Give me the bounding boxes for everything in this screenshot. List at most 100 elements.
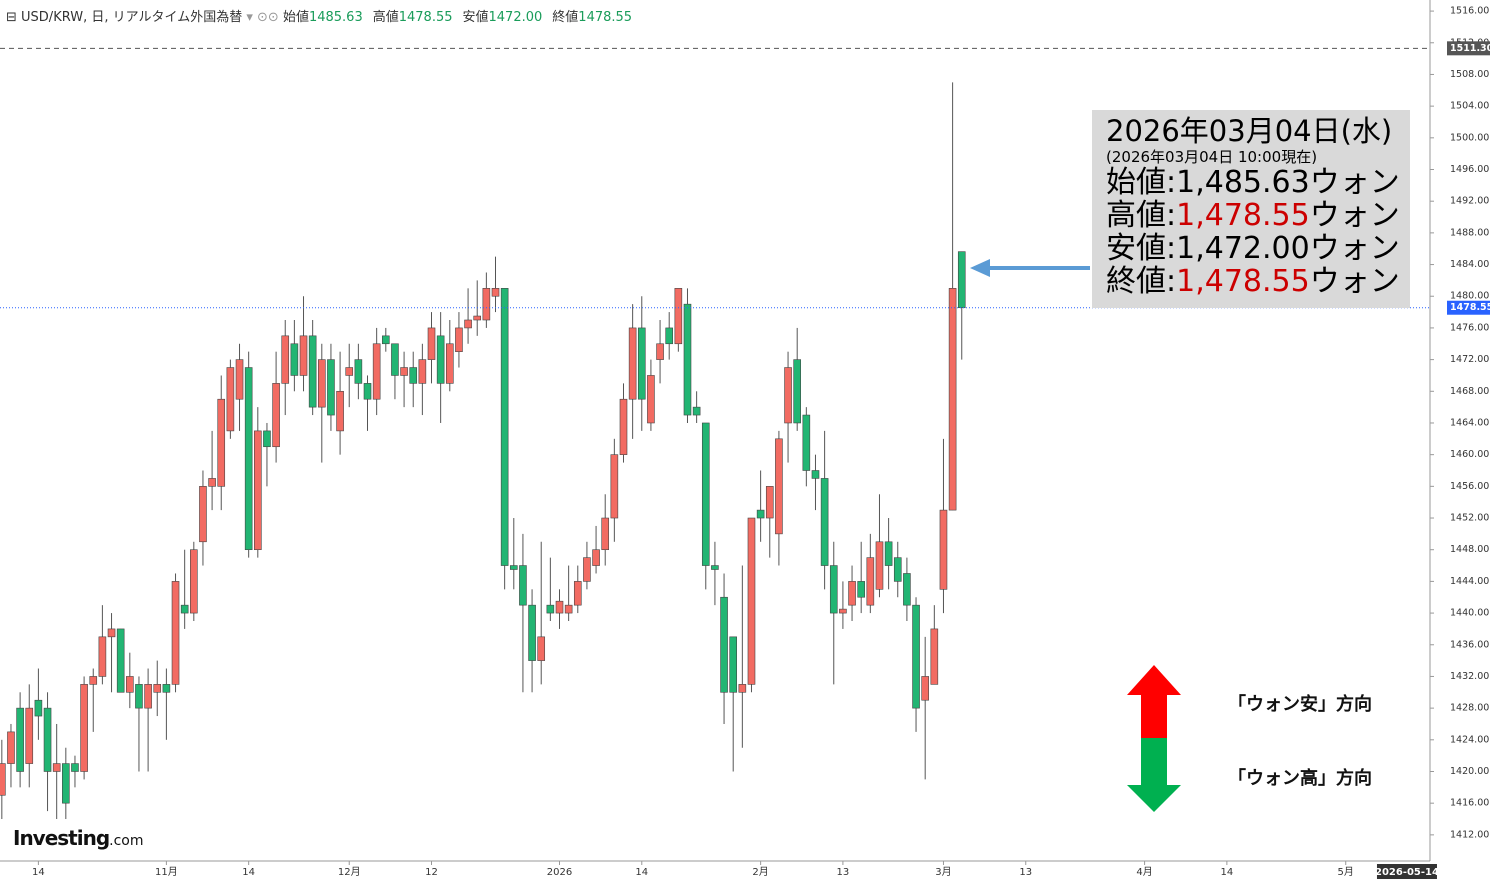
symbol-title: USD/KRW, 日, リアルタイム外国為替 [21,10,243,25]
price-label: 1478.55 [1450,302,1490,313]
candle-body [153,684,162,693]
candle-body [336,390,344,432]
candle-body [829,565,838,614]
candle-body [0,763,6,796]
candle-body [308,335,317,408]
candle-body [482,288,491,321]
candle-body [729,636,737,693]
candle-body [80,684,88,772]
candle-body [921,676,929,701]
header: ⊟ USD/KRW, 日, リアルタイム外国為替 ▾ ⊙⊙ 始値1485.63 高… [6,6,642,25]
x-cursor-label: 2026-05-14 [1375,867,1439,878]
x-tick-label: 13 [837,867,850,878]
candle-body [912,604,920,709]
x-tick-label: 2026 [547,867,572,878]
candle-body [866,557,875,606]
y-tick-label: 1488.00 [1450,227,1489,238]
header-label: 始値 [282,10,309,25]
y-tick-label: 1452.00 [1450,513,1489,524]
candle-body [7,731,15,764]
candle-body [327,359,335,416]
info-line: 始値:1,485.63ウォン [1106,166,1410,199]
price-label-box [1447,300,1490,315]
info-separator: : [1166,198,1177,233]
candle-body [784,367,792,424]
y-tick-label: 1472.00 [1450,354,1489,365]
candle-body [893,557,902,582]
logo-suffix: .com [109,833,144,849]
candle-body [875,541,884,590]
candle-body [180,604,189,614]
candle-body [126,676,134,693]
legend-down: 「ウォン高」方向 [1228,768,1372,789]
candle-body [564,604,573,614]
info-asof: (2026年03月04日 10:00現在) [1106,148,1318,166]
y-tick-label: 1508.00 [1450,69,1489,80]
candle-body [674,288,683,345]
info-unit: ウォン [1309,231,1400,266]
candle-body [455,327,463,352]
info-value: 1,485.63 [1176,165,1310,200]
candle-body [290,343,299,376]
candle-body [592,549,600,566]
candle-body [34,699,43,717]
candle-body [381,335,390,345]
info-unit: ウォン [1309,198,1400,233]
candle-body [235,359,244,400]
candle-body [665,327,674,345]
candle-body [98,636,107,677]
x-tick-label: 14 [32,867,45,878]
y-tick-label: 1480.00 [1450,291,1489,302]
x-cursor-box [1376,864,1437,879]
candle-body [199,486,207,543]
candle-body [491,288,500,297]
candle-body [628,327,637,400]
x-tick-label: 14 [242,867,255,878]
candle-body [464,319,472,329]
candle-body [409,367,418,384]
x-tick-label: 14 [635,867,648,878]
pointer-arrow-head [970,259,990,277]
candle-body [692,406,701,416]
candle-body [656,343,664,360]
y-tick-label: 1456.00 [1450,481,1489,492]
candle-body [793,359,801,424]
y-tick-label: 1448.00 [1450,544,1489,555]
candle-body [555,600,564,614]
x-tick-label: 13 [1019,867,1032,878]
header-value: 1485.63 [308,10,363,25]
candle-body [546,604,555,614]
y-tick-label: 1444.00 [1450,576,1489,587]
candle-body [637,327,646,400]
down-arrow [1127,738,1181,812]
candle-body [190,549,198,614]
up-arrow [1127,665,1181,738]
candle-body [418,359,427,384]
candle-body [436,335,445,384]
info-unit: ウォン [1309,264,1400,299]
y-tick-label: 1496.00 [1450,164,1489,175]
candle-body [473,315,482,321]
candle-body [509,565,518,570]
candle-body [537,636,546,661]
candle-body [208,478,216,487]
candle-body [701,422,710,566]
candle-body [775,438,783,535]
info-separator: : [1166,165,1177,200]
candle-body [957,251,966,309]
candle-body [839,608,847,614]
y-tick-label: 1424.00 [1450,734,1489,745]
y-tick-label: 1476.00 [1450,322,1489,333]
info-box: 2026年03月04日(水) (2026年03月04日 10:00現在) 始値:1,… [1092,110,1410,308]
logo: Investing.com [13,826,144,850]
y-tick-label: 1468.00 [1450,386,1489,397]
candle-body [884,541,893,566]
y-tick-label: 1440.00 [1450,608,1489,619]
candle-body [683,303,692,416]
x-tick-label: 5月 [1338,866,1354,878]
y-tick-label: 1516.00 [1450,6,1489,17]
legend-up: 「ウォン安」方向 [1228,694,1372,715]
candle-body [802,414,811,471]
candle-body [43,707,52,772]
